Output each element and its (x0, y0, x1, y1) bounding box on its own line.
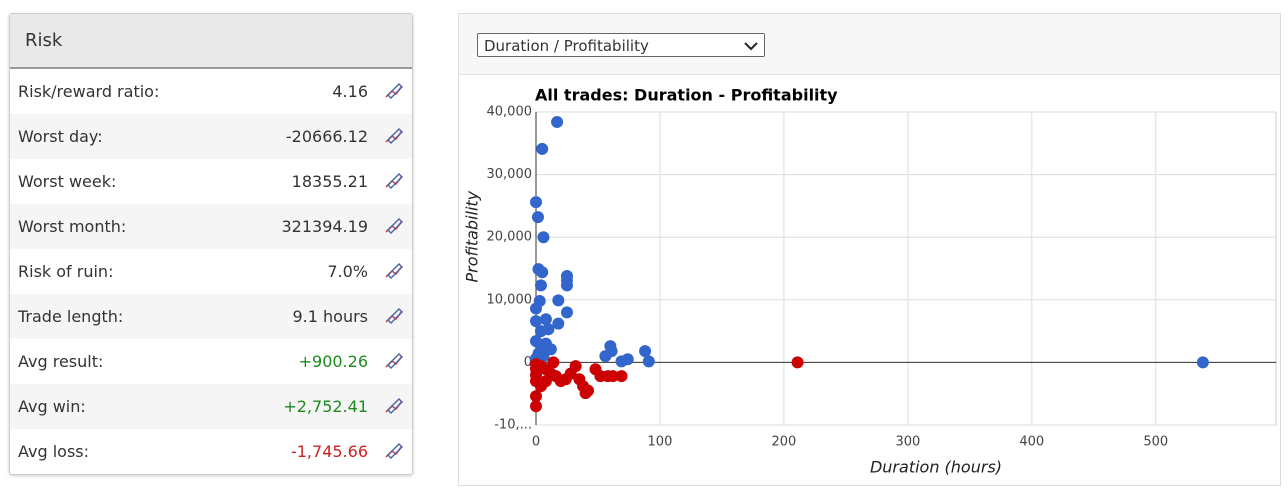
y-tick-label: 0 (524, 355, 532, 370)
chart-icon[interactable] (384, 82, 404, 100)
dropdown-text: Duration / Profitability (484, 37, 649, 55)
rows: Risk/reward ratio: 4.16 Worst day: -20666.1… (10, 69, 412, 474)
row-value: -1,745.66 (290, 442, 368, 461)
point (530, 390, 542, 403)
point (551, 116, 564, 129)
x-tick-label: 200 (771, 435, 796, 450)
risk-row: Trade length: 9.1 hours (10, 294, 412, 339)
row-value: 321394.19 (281, 217, 368, 236)
point (606, 370, 619, 383)
risk-row: Risk/reward ratio: 4.16 (10, 69, 412, 114)
chart-icon[interactable] (384, 397, 404, 415)
row-label: Avg win: (18, 397, 86, 416)
risk-row: Worst day: -20666.12 (10, 114, 412, 159)
point (531, 211, 544, 224)
y-tick-label: 10,000 (487, 292, 533, 307)
toolbar: Duration / Profitability (459, 14, 1280, 75)
risk-panel: Risk Risk/reward ratio: 4.16 Worst day: -20… (9, 13, 413, 475)
risk-row: Avg win: +2,752.41 (10, 384, 412, 429)
point (542, 323, 555, 336)
point (569, 360, 582, 373)
dropdown[interactable]: Duration / Profitability (477, 33, 765, 57)
chart-icon[interactable] (384, 262, 404, 280)
risk-row: Worst month: 321394.19 (10, 204, 412, 249)
row-label: Risk/reward ratio: (18, 82, 160, 101)
point (1196, 356, 1209, 369)
x-tick-label: 500 (1143, 435, 1168, 450)
chart-icon[interactable] (384, 307, 404, 325)
row-value: +2,752.41 (283, 397, 368, 416)
point (560, 279, 573, 292)
point (621, 353, 634, 366)
y-axis-title: Profitability (463, 190, 482, 282)
row-value: 4.16 (332, 82, 368, 101)
risk-row: Avg result: +900.26 (10, 339, 412, 384)
point (534, 279, 547, 292)
point (560, 306, 573, 319)
y-tick-label: -10,... (494, 418, 532, 433)
row-label: Avg loss: (18, 442, 90, 461)
row-value: 7.0% (327, 262, 368, 281)
point (639, 345, 652, 358)
row-label: Risk of ruin: (18, 262, 114, 281)
row-value: -20666.12 (285, 127, 368, 146)
point (536, 266, 549, 279)
point (552, 294, 565, 307)
x-tick-label: 300 (895, 435, 920, 450)
row-value: 18355.21 (291, 172, 368, 191)
row-label: Avg result: (18, 352, 104, 371)
row-label: Trade length: (18, 307, 124, 326)
dropdown-arrow (744, 42, 758, 51)
point (530, 302, 542, 315)
chart-icon[interactable] (384, 352, 404, 370)
plot-area (535, 111, 1277, 426)
y-tick-label: 40,000 (487, 105, 533, 120)
point (539, 313, 552, 326)
point (536, 142, 549, 155)
row-label: Worst day: (18, 127, 103, 146)
row-label: Worst month: (18, 217, 127, 236)
panel-title: Risk (10, 14, 412, 69)
chart-icon[interactable] (384, 172, 404, 190)
chart-icon[interactable] (384, 217, 404, 235)
risk-row: Avg loss: -1,745.66 (10, 429, 412, 474)
point (530, 196, 542, 209)
row-value: +900.26 (298, 352, 368, 371)
risk-row: Risk of ruin: 7.0% (10, 249, 412, 294)
chart-icon[interactable] (384, 442, 404, 460)
point (791, 356, 804, 369)
chart-icon[interactable] (384, 127, 404, 145)
x-tick-label: 100 (648, 435, 673, 450)
x-tick-label: 0 (532, 435, 540, 450)
x-tick-label: 400 (1019, 435, 1044, 450)
point (582, 384, 595, 397)
point (539, 375, 552, 388)
y-tick-label: 30,000 (487, 167, 533, 182)
chart-panel: Duration / Profitability -10,... 0 10,000 2… (458, 13, 1281, 486)
point (537, 231, 550, 244)
point (552, 317, 565, 330)
point (642, 355, 655, 368)
point (599, 350, 612, 363)
y-tick-label: 20,000 (487, 230, 533, 245)
point (530, 400, 542, 413)
row-value: 9.1 hours (292, 307, 368, 326)
point (615, 370, 628, 383)
risk-row: Worst week: 18355.21 (10, 159, 412, 204)
row-label: Worst week: (18, 172, 117, 191)
x-axis-title: Duration (hours) (870, 458, 1002, 477)
point (530, 315, 542, 328)
chart-title: All trades: Duration - Profitability (535, 86, 838, 105)
